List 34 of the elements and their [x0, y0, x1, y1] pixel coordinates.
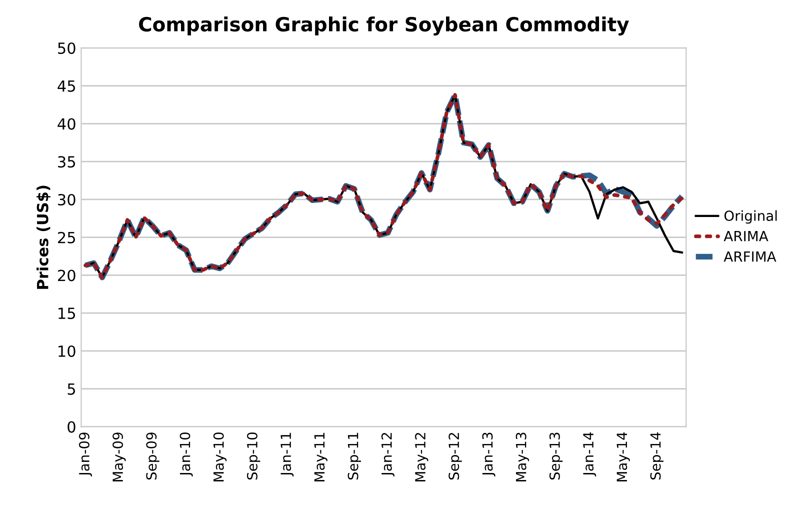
x-tick-label: May-13 — [516, 432, 530, 482]
y-tick-label: 10 — [58, 345, 76, 357]
y-tick-label: 5 — [68, 384, 76, 395]
x-tick-label: Sep-11 — [348, 432, 361, 480]
y-tick-label: 50 — [58, 42, 76, 54]
x-tick-label: Sep-10 — [246, 432, 260, 480]
x-tick-label: May-09 — [112, 432, 126, 482]
x-tick-label: May-10 — [213, 432, 227, 482]
x-tick-label: Jan-13 — [482, 432, 496, 476]
y-tick-label: 25 — [58, 232, 76, 244]
y-tick-label: 35 — [58, 156, 76, 168]
x-tick-label: Sep-12 — [448, 432, 462, 480]
legend-label: ARIMA — [724, 231, 768, 242]
legend-label: Original — [724, 210, 777, 224]
x-tick-label: Sep-09 — [146, 432, 160, 480]
x-tick-label: Jan-14 — [583, 432, 596, 476]
y-tick-label: 20 — [58, 270, 76, 282]
x-tick-label: May-14 — [616, 432, 630, 482]
y-tick-label: 0 — [68, 421, 76, 433]
legend-label: ARFIMA — [724, 251, 776, 262]
y-tick-label: 30 — [58, 194, 76, 206]
x-tick-label: Sep-14 — [650, 432, 664, 480]
x-tick-label: Jan-12 — [381, 432, 394, 476]
x-tick-label: Sep-13 — [549, 432, 563, 480]
chart-title: Comparison Graphic for Soybean Commodity — [139, 16, 629, 36]
y-tick-label: 15 — [58, 308, 76, 320]
x-tick-label: Jan-10 — [180, 432, 193, 476]
y-tick-label: 45 — [58, 80, 76, 92]
x-tick-label: Jan-09 — [78, 432, 92, 476]
x-tick-label: May-12 — [415, 432, 428, 482]
x-tick-label: May-11 — [314, 432, 328, 482]
y-tick-label: 40 — [58, 118, 76, 130]
y-axis-title: Prices (US$) — [36, 186, 50, 289]
x-tick-label: Jan-11 — [280, 432, 294, 476]
